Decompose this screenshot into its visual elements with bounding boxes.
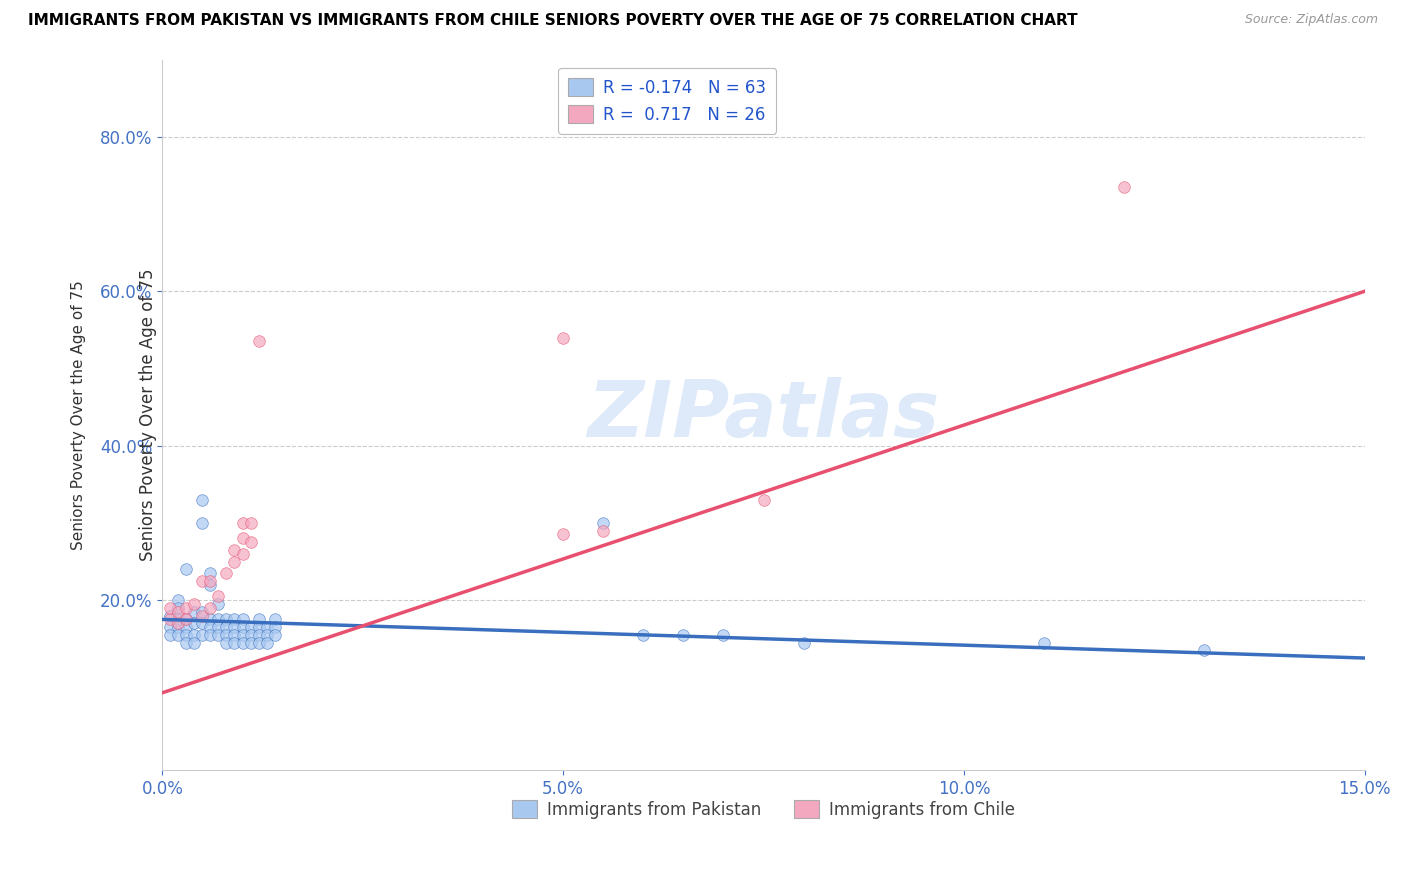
Point [224, 635, 246, 649]
Point [183, 597, 205, 611]
Point [633, 628, 655, 642]
Point [191, 492, 214, 507]
Point [207, 628, 229, 642]
Point [200, 612, 222, 626]
Point [191, 616, 214, 631]
Point [183, 635, 205, 649]
Point [793, 635, 815, 649]
Point [207, 597, 229, 611]
Point [191, 516, 214, 530]
Point [215, 635, 238, 649]
Point [191, 574, 214, 588]
Point [239, 516, 262, 530]
Point [159, 600, 181, 615]
Point [592, 524, 614, 538]
Point [256, 628, 278, 642]
Point [200, 620, 222, 634]
Point [752, 492, 775, 507]
Point [263, 620, 285, 634]
Point [200, 577, 222, 591]
Point [176, 620, 198, 634]
Legend: Immigrants from Pakistan, Immigrants from Chile: Immigrants from Pakistan, Immigrants fro… [505, 794, 1022, 826]
Point [231, 612, 253, 626]
Point [263, 628, 285, 642]
Point [167, 593, 190, 607]
Text: IMMIGRANTS FROM PAKISTAN VS IMMIGRANTS FROM CHILE SENIORS POVERTY OVER THE AGE O: IMMIGRANTS FROM PAKISTAN VS IMMIGRANTS F… [28, 13, 1078, 29]
Point [183, 628, 205, 642]
Point [159, 608, 181, 623]
Point [167, 600, 190, 615]
Point [224, 543, 246, 558]
Point [191, 628, 214, 642]
Point [553, 527, 575, 541]
Point [256, 635, 278, 649]
Point [247, 334, 270, 349]
Point [200, 574, 222, 588]
Point [263, 612, 285, 626]
Point [159, 628, 181, 642]
Point [239, 628, 262, 642]
Point [247, 620, 270, 634]
Point [231, 620, 253, 634]
Point [176, 562, 198, 576]
Point [191, 605, 214, 619]
Point [239, 535, 262, 549]
Point [224, 554, 246, 568]
Y-axis label: Seniors Poverty Over the Age of 75: Seniors Poverty Over the Age of 75 [139, 268, 157, 561]
Point [231, 516, 253, 530]
Point [247, 612, 270, 626]
Point [200, 628, 222, 642]
Point [1194, 643, 1216, 657]
Point [224, 612, 246, 626]
Point [176, 612, 198, 626]
Point [1114, 180, 1136, 194]
Point [176, 628, 198, 642]
Point [176, 635, 198, 649]
Point [247, 628, 270, 642]
Point [207, 620, 229, 634]
Point [191, 608, 214, 623]
Point [167, 616, 190, 631]
Point [159, 612, 181, 626]
Point [167, 612, 190, 626]
Point [231, 635, 253, 649]
Point [167, 605, 190, 619]
Point [215, 620, 238, 634]
Point [183, 605, 205, 619]
Point [200, 600, 222, 615]
Point [553, 330, 575, 344]
Text: ZIPatlas: ZIPatlas [588, 376, 939, 453]
Point [239, 620, 262, 634]
Point [207, 612, 229, 626]
Point [1033, 635, 1056, 649]
Point [215, 566, 238, 580]
Text: Source: ZipAtlas.com: Source: ZipAtlas.com [1244, 13, 1378, 27]
Point [215, 612, 238, 626]
Point [247, 635, 270, 649]
Point [167, 628, 190, 642]
Point [231, 628, 253, 642]
Point [207, 589, 229, 603]
Point [167, 620, 190, 634]
Point [239, 635, 262, 649]
Point [713, 628, 735, 642]
Point [592, 516, 614, 530]
Point [256, 620, 278, 634]
Point [176, 612, 198, 626]
Point [176, 600, 198, 615]
Point [215, 628, 238, 642]
Point [224, 628, 246, 642]
Point [183, 616, 205, 631]
Point [672, 628, 695, 642]
Point [231, 547, 253, 561]
Point [224, 620, 246, 634]
Point [159, 620, 181, 634]
Y-axis label: Seniors Poverty Over the Age of 75: Seniors Poverty Over the Age of 75 [72, 280, 86, 549]
Point [200, 566, 222, 580]
Point [231, 532, 253, 546]
